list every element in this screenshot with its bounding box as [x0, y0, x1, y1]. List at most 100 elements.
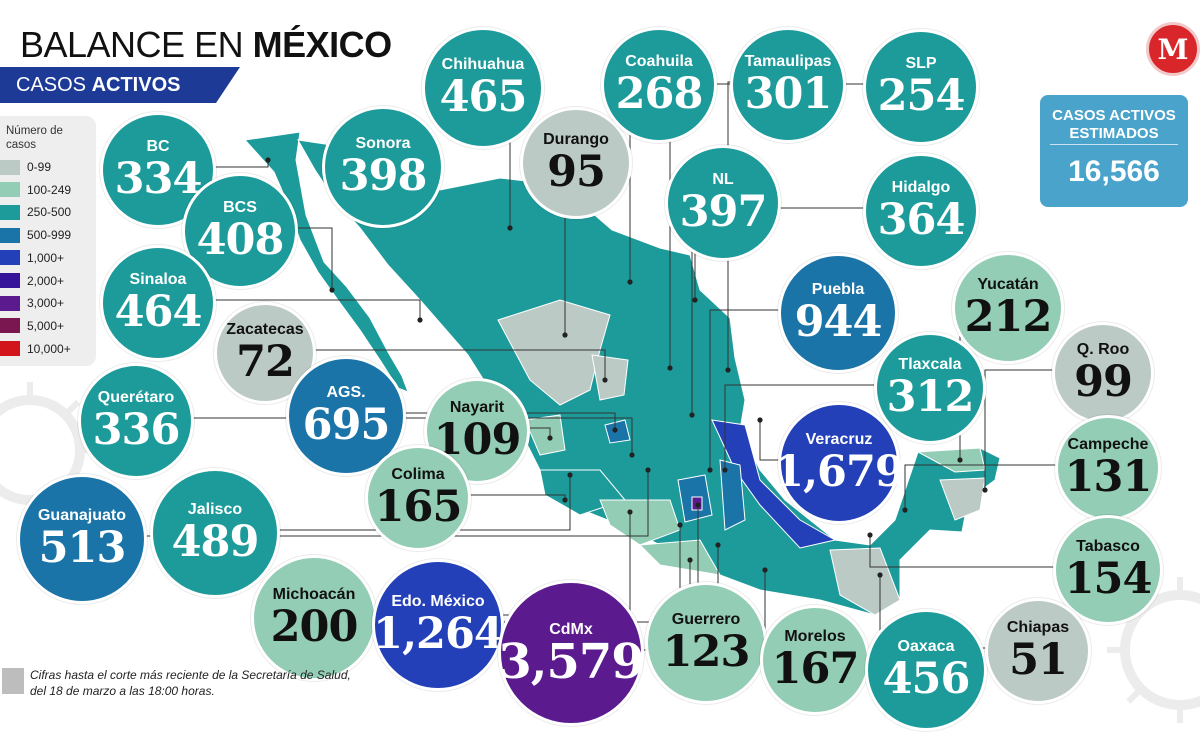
- source-note: Cifras hasta el corte más reciente de la…: [30, 668, 351, 698]
- bubble-name-guerrero: Guerrero: [671, 611, 741, 628]
- page-title: BALANCE EN MÉXICO: [20, 24, 392, 66]
- bubble-puebla: Puebla 944: [778, 253, 898, 373]
- legend-item: 100-249: [0, 179, 71, 201]
- leader-dot-guerrero: [687, 557, 693, 563]
- leader-line-tlaxcala: [724, 384, 927, 470]
- legend-swatch: [0, 250, 20, 266]
- bubble-value-oaxaca: 456: [882, 654, 971, 704]
- leader-dot-queretaro: [629, 452, 635, 458]
- bubble-guanajuato: Guanajuato 513: [17, 474, 147, 604]
- legend-item: 500-999: [0, 224, 71, 246]
- total-value: 16,566: [1068, 155, 1160, 188]
- legend-swatch: [0, 295, 20, 311]
- leader-dot-nl: [692, 297, 698, 303]
- legend-item: 1,000+: [0, 247, 64, 269]
- leader-dot-cdmx: [695, 502, 701, 508]
- legend-item: 2,000+: [0, 270, 64, 292]
- legend-item: 250-500: [0, 201, 71, 223]
- legend-swatch: [0, 182, 20, 198]
- subtitle: CASOS ACTIVOS: [16, 74, 180, 97]
- bubble-name-sonora: Sonora: [355, 135, 411, 152]
- bubble-coahuila: Coahuila 268: [601, 27, 717, 143]
- bubble-value-queretaro: 336: [92, 405, 181, 455]
- bubble-value-tlaxcala: 312: [886, 372, 975, 422]
- bubble-value-guerrero: 123: [662, 627, 751, 677]
- leader-line-tabasco: [869, 535, 1105, 568]
- leader-line-sinaloa: [155, 299, 421, 320]
- bubble-name-durango: Durango: [543, 131, 609, 148]
- bubble-chihuahua: Chihuahua 465: [422, 27, 544, 149]
- bubble-sinaloa: Sinaloa 464: [100, 245, 216, 361]
- bubble-jalisco: Jalisco 489: [150, 468, 280, 598]
- leader-dot-sinaloa: [417, 317, 423, 323]
- legend-item: 3,000+: [0, 292, 64, 314]
- bubble-name-bcs: BCS: [223, 199, 257, 216]
- bubble-name-chiapas: Chiapas: [1006, 619, 1070, 636]
- legend-swatch: [0, 227, 20, 243]
- logo-letter: M: [1157, 32, 1189, 66]
- bubble-cdmx: CdMx 3,579: [498, 580, 645, 726]
- leader-dot-guanajuato: [645, 467, 651, 473]
- leader-line-jalisco: [212, 475, 571, 531]
- bubble-name-yucatan: Yucatán: [977, 276, 1039, 293]
- leader-dot-yucatan: [957, 457, 963, 463]
- bubble-name-bc: BC: [146, 138, 170, 155]
- bubble-tabasco: Tabasco 154: [1053, 515, 1163, 625]
- bubble-value-nl: 397: [679, 187, 768, 237]
- bubble-campeche: Campeche 131: [1055, 415, 1161, 521]
- bubble-oaxaca: Oaxaca 456: [865, 609, 987, 731]
- bubble-name-tamaulipas: Tamaulipas: [744, 53, 832, 70]
- legend-title: Número de casos: [6, 125, 63, 151]
- bubble-name-tabasco: Tabasco: [1076, 538, 1140, 555]
- state-michoacan-area: [599, 499, 681, 546]
- leader-dot-oaxaca: [762, 567, 768, 573]
- bubble-chiapas: Chiapas 51: [985, 598, 1091, 704]
- bubble-value-edomex: 1,264: [373, 609, 504, 659]
- bubble-name-chihuahua: Chihuahua: [441, 56, 525, 73]
- leader-dot-tamaulipas: [725, 367, 731, 373]
- bubble-value-qroo: 99: [1074, 357, 1133, 407]
- bubble-value-yucatan: 212: [964, 292, 1053, 342]
- bubble-morelos: Morelos 167: [760, 605, 870, 715]
- legend-label: 100-249: [27, 182, 72, 197]
- bubble-value-colima: 165: [374, 482, 463, 532]
- title-bold: MÉXICO: [252, 24, 393, 65]
- leader-dot-hidalgo: [689, 412, 695, 418]
- bubble-value-sonora: 398: [339, 151, 428, 201]
- bubble-value-morelos: 167: [771, 644, 860, 694]
- bubble-tamaulipas: Tamaulipas 301: [730, 27, 846, 143]
- leader-dot-bcs: [329, 287, 335, 293]
- bubble-name-queretaro: Querétaro: [97, 389, 175, 406]
- leader-dot-edomex: [677, 522, 683, 528]
- subtitle-bar: [0, 67, 240, 103]
- bubble-value-ags: 695: [302, 400, 391, 450]
- bubble-value-bcs: 408: [196, 215, 285, 265]
- bubble-queretaro: Querétaro 336: [78, 363, 194, 479]
- state-puebla-area: [719, 459, 746, 531]
- bubble-name-sinaloa: Sinaloa: [129, 271, 187, 288]
- leader-dot-slp: [667, 365, 673, 371]
- bubble-edomex: Edo. México 1,264: [372, 559, 504, 691]
- leader-dot-campeche: [902, 507, 908, 513]
- bubble-name-veracruz: Veracruz: [805, 431, 873, 448]
- bubble-guerrero: Guerrero 123: [645, 582, 767, 704]
- state-ags-area: [604, 419, 631, 444]
- bubble-name-ags: AGS.: [326, 384, 366, 401]
- legend-item: 5,000+: [0, 315, 64, 337]
- bubble-value-slp: 254: [877, 71, 966, 121]
- legend-label: 250-500: [27, 205, 72, 220]
- leader-dot-bc: [265, 157, 271, 163]
- legend-swatch: [0, 273, 20, 288]
- leader-dot-nayarit: [547, 435, 553, 441]
- subtitle-light: CASOS: [16, 74, 92, 96]
- legend-item: 10,000+: [0, 338, 71, 360]
- bubble-slp: SLP 254: [863, 29, 979, 145]
- total-title: CASOS ACTIVOS ESTIMADOS: [1052, 107, 1176, 142]
- legend-label: 10,000+: [27, 341, 71, 356]
- virus-spike-0-7: [63, 399, 81, 417]
- bubble-name-colima: Colima: [391, 466, 445, 483]
- bubble-value-sinaloa: 464: [114, 287, 203, 337]
- legend-swatch: [0, 204, 20, 220]
- state-zacatecas-area: [591, 354, 629, 401]
- bubble-value-jalisco: 489: [171, 517, 260, 567]
